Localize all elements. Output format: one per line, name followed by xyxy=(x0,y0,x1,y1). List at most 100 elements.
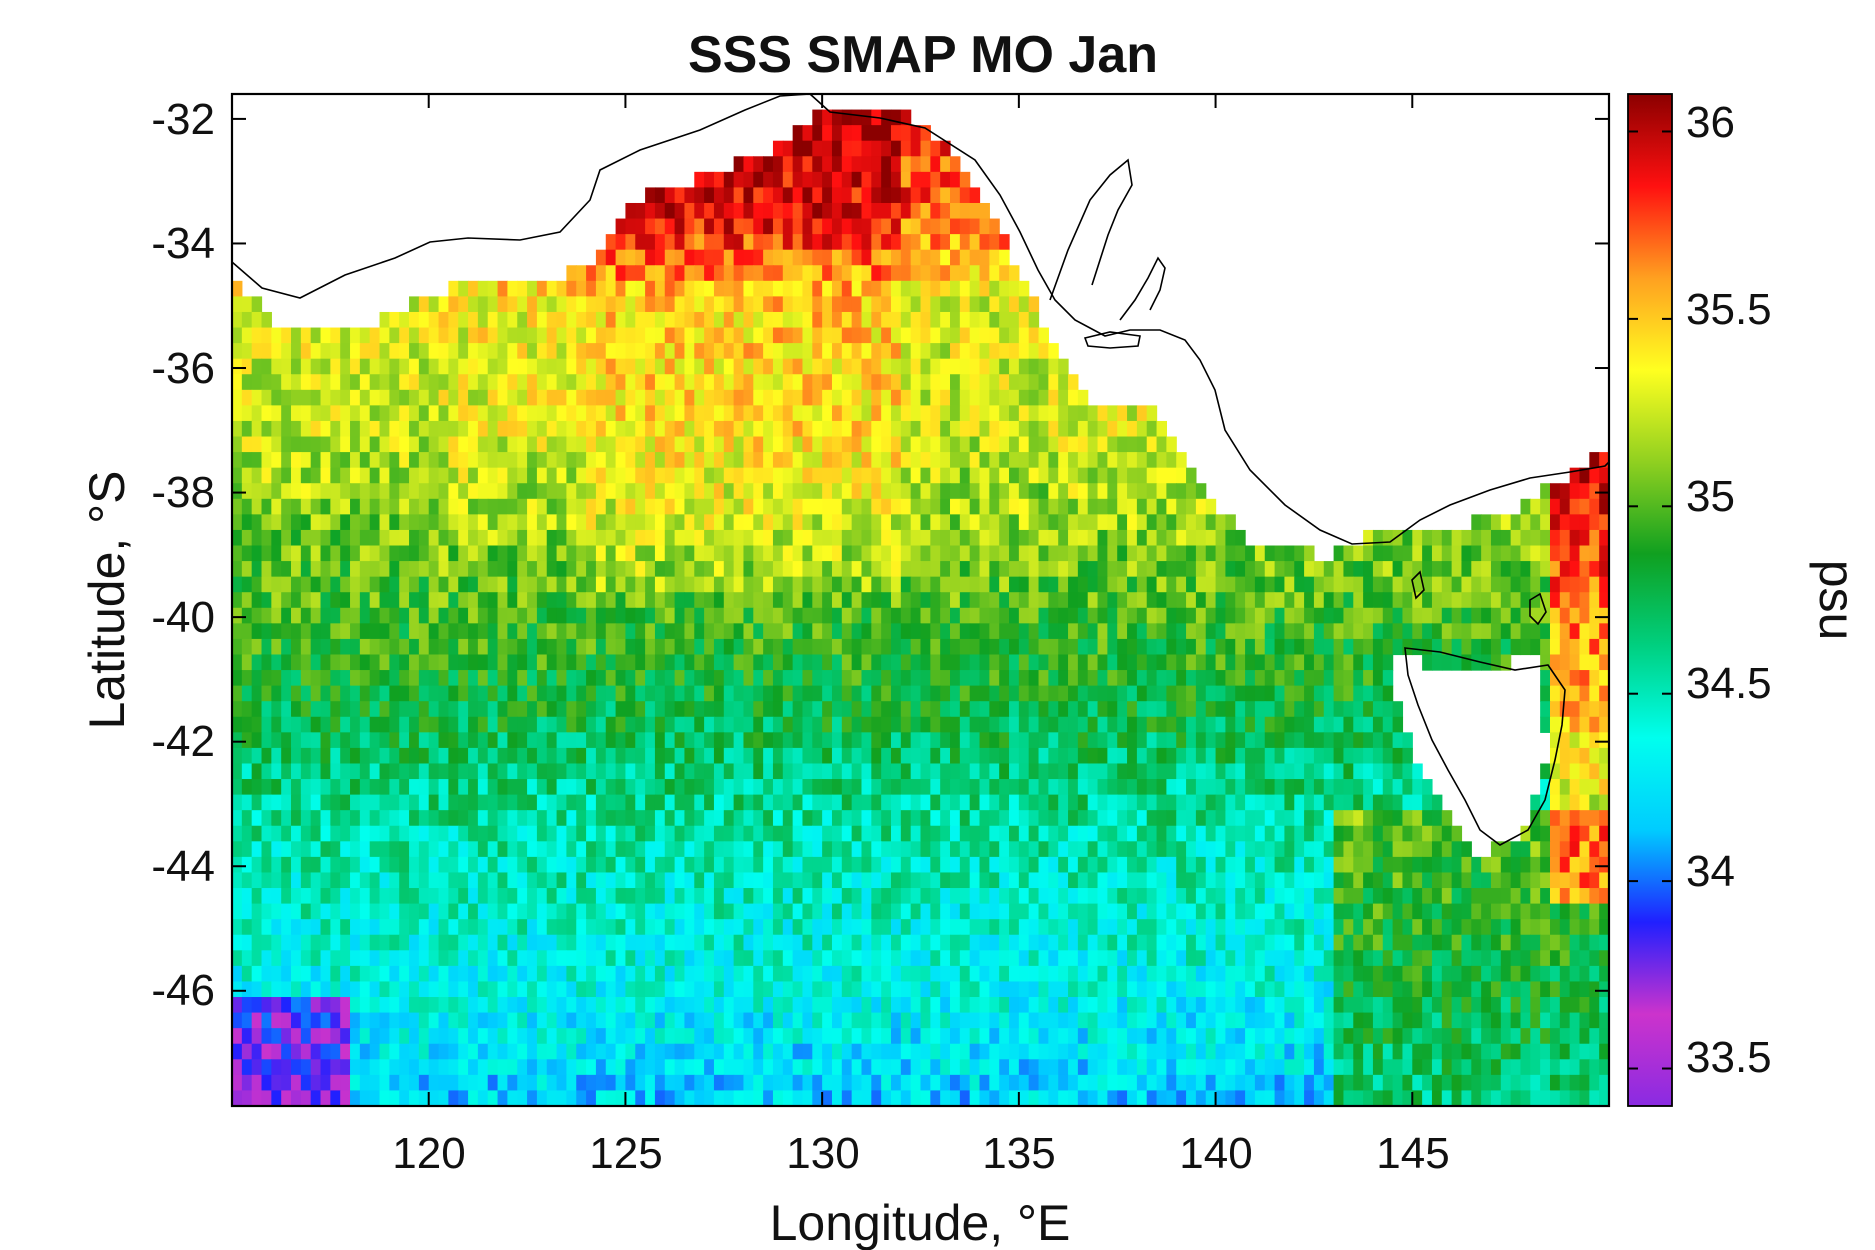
heatmap-cell xyxy=(527,841,538,858)
heatmap-cell xyxy=(241,561,253,578)
heatmap-cell xyxy=(1304,872,1315,889)
heatmap-cell xyxy=(605,529,617,547)
heatmap-cell xyxy=(999,234,1010,251)
heatmap-cell xyxy=(1068,701,1079,718)
heatmap-cell xyxy=(1579,872,1590,889)
heatmap-cell xyxy=(694,296,705,313)
heatmap-cell xyxy=(930,685,941,702)
heatmap-cell xyxy=(654,467,666,484)
heatmap-cell xyxy=(841,561,853,578)
heatmap-cell xyxy=(861,405,872,422)
heatmap-cell xyxy=(1490,592,1502,609)
heatmap-cell xyxy=(753,545,764,562)
heatmap-cell xyxy=(792,545,804,562)
heatmap-cell xyxy=(399,607,410,624)
heatmap-cell xyxy=(713,483,725,500)
heatmap-cell xyxy=(733,638,745,656)
heatmap-cell xyxy=(694,794,705,811)
heatmap-cell xyxy=(1274,810,1286,827)
heatmap-cell xyxy=(1156,856,1167,874)
heatmap-cell xyxy=(950,856,961,874)
heatmap-cell xyxy=(950,747,961,765)
heatmap-cell xyxy=(625,747,636,765)
heatmap-cell xyxy=(1048,358,1059,375)
heatmap-cell xyxy=(822,576,833,593)
heatmap-cell xyxy=(1225,856,1236,874)
heatmap-cell xyxy=(772,638,784,656)
heatmap-cell xyxy=(969,311,981,329)
heatmap-cell xyxy=(340,856,351,874)
heatmap-cell xyxy=(910,483,922,500)
heatmap-cell xyxy=(497,545,508,562)
heatmap-cell xyxy=(989,592,1000,609)
heatmap-cell xyxy=(900,202,912,220)
heatmap-cell xyxy=(664,296,676,313)
heatmap-cell xyxy=(625,685,636,702)
heatmap-cell xyxy=(753,561,764,578)
heatmap-cell xyxy=(468,638,479,656)
heatmap-cell xyxy=(782,311,794,329)
heatmap-cell xyxy=(1520,841,1531,858)
heatmap-cell xyxy=(536,607,548,624)
heatmap-cell xyxy=(772,202,784,220)
heatmap-cell xyxy=(1254,779,1266,796)
heatmap-cell xyxy=(1569,685,1581,702)
heatmap-cell xyxy=(1392,701,1404,718)
heatmap-cell xyxy=(399,872,410,889)
heatmap-cell xyxy=(359,654,371,671)
heatmap-cell xyxy=(1146,561,1158,578)
heatmap-cell xyxy=(645,638,656,656)
heatmap-cell xyxy=(566,763,577,780)
heatmap-cell xyxy=(812,716,823,733)
heatmap-cell xyxy=(546,763,558,780)
heatmap-cell xyxy=(782,763,794,780)
heatmap-cell xyxy=(940,701,951,718)
heatmap-cell xyxy=(940,218,951,235)
heatmap-cell xyxy=(920,825,931,842)
heatmap-cell xyxy=(694,561,705,578)
heatmap-cell xyxy=(428,343,440,360)
heatmap-cell xyxy=(497,311,508,329)
heatmap-cell xyxy=(900,374,912,391)
heatmap-cell xyxy=(782,701,794,718)
heatmap-cell xyxy=(871,296,882,313)
heatmap-cell xyxy=(320,732,331,749)
heatmap-cell xyxy=(1038,763,1049,780)
heatmap-cell xyxy=(271,389,282,406)
heatmap-cell xyxy=(536,389,548,406)
heatmap-cell xyxy=(645,654,656,671)
heatmap-cell xyxy=(1304,794,1315,811)
heatmap-cell xyxy=(291,514,302,531)
heatmap-cell xyxy=(1205,825,1217,842)
heatmap-cell xyxy=(595,296,607,313)
heatmap-cell xyxy=(517,732,528,749)
heatmap-cell xyxy=(841,187,853,204)
heatmap-cell xyxy=(546,623,558,640)
heatmap-cell xyxy=(772,389,784,406)
heatmap-cell xyxy=(477,638,489,656)
heatmap-cell xyxy=(910,794,922,811)
heatmap-cell xyxy=(615,825,627,842)
heatmap-cell xyxy=(1028,498,1040,515)
heatmap-cell xyxy=(566,545,577,562)
heatmap-cell xyxy=(822,561,833,578)
heatmap-cell xyxy=(871,187,882,204)
heatmap-cell xyxy=(1284,825,1295,842)
heatmap-cell xyxy=(831,529,843,547)
heatmap-cell xyxy=(1117,452,1128,469)
heatmap-cell xyxy=(389,467,400,484)
heatmap-cell xyxy=(1313,888,1325,905)
heatmap-cell xyxy=(822,825,833,842)
heatmap-cell xyxy=(448,576,459,593)
heatmap-cell xyxy=(1254,763,1266,780)
heatmap-cell xyxy=(369,903,381,920)
heatmap-cell xyxy=(1304,670,1315,687)
heatmap-cell xyxy=(291,436,302,453)
heatmap-cell xyxy=(1107,452,1118,469)
heatmap-cell xyxy=(379,311,390,329)
heatmap-cell xyxy=(1117,654,1128,671)
heatmap-cell xyxy=(448,841,459,858)
heatmap-cell xyxy=(418,405,430,422)
heatmap-cell xyxy=(861,343,872,360)
heatmap-cell xyxy=(1274,732,1286,749)
